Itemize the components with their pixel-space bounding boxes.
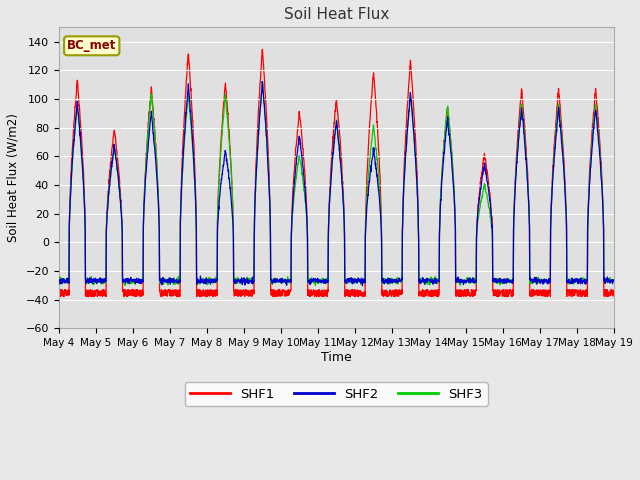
- X-axis label: Time: Time: [321, 351, 352, 364]
- Y-axis label: Soil Heat Flux (W/m2): Soil Heat Flux (W/m2): [7, 113, 20, 242]
- Text: BC_met: BC_met: [67, 39, 116, 52]
- Title: Soil Heat Flux: Soil Heat Flux: [284, 7, 389, 22]
- Legend: SHF1, SHF2, SHF3: SHF1, SHF2, SHF3: [185, 382, 488, 406]
